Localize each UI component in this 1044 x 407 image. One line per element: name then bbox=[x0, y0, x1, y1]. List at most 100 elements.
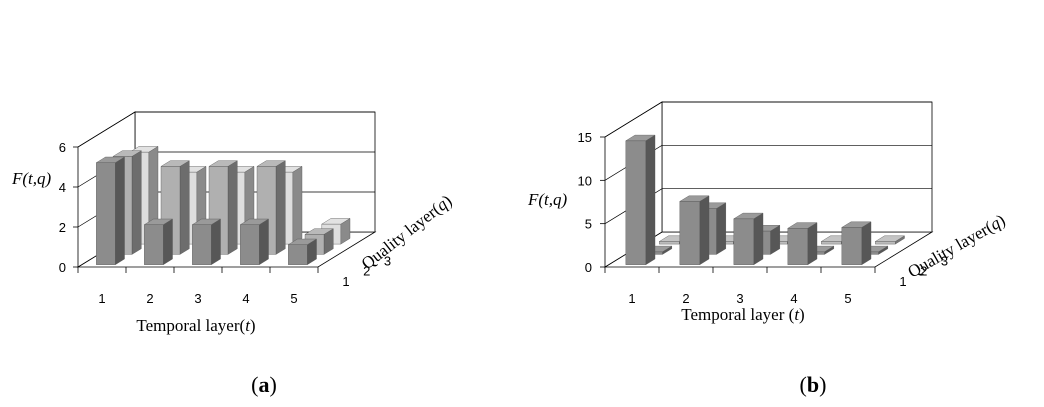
panel-label-open: ( bbox=[800, 372, 807, 397]
bar-top bbox=[874, 235, 906, 242]
bar-front bbox=[841, 227, 862, 265]
y-tick-label: 6 bbox=[59, 140, 66, 155]
y-tick-label: 2 bbox=[59, 220, 66, 235]
x-tick-label: 1 bbox=[628, 291, 635, 306]
bar-side bbox=[807, 222, 818, 266]
bar-front bbox=[659, 241, 680, 245]
bar-side bbox=[699, 195, 710, 266]
bar-t4-q1 bbox=[787, 222, 818, 266]
bar-side bbox=[227, 160, 238, 255]
panel-label-close: ) bbox=[819, 372, 826, 397]
x-axis-title-text: Temporal layer( bbox=[136, 316, 245, 335]
x-tick-label: 3 bbox=[736, 291, 743, 306]
x-tick-label: 4 bbox=[242, 291, 249, 306]
x-axis-title-close: ) bbox=[250, 316, 256, 335]
bar-side bbox=[115, 156, 125, 266]
bar-top bbox=[95, 156, 126, 163]
bar-side bbox=[861, 221, 872, 266]
y-axis-title: F(t,q) bbox=[527, 190, 568, 209]
bar-front bbox=[240, 224, 260, 265]
bar-front bbox=[288, 244, 308, 265]
x-tick-label: 1 bbox=[98, 291, 105, 306]
bar-side bbox=[163, 218, 173, 266]
bar-front bbox=[733, 218, 754, 265]
bar-t3-q1 bbox=[191, 218, 222, 266]
x-tick-label: 2 bbox=[682, 291, 689, 306]
z-tick-label: 1 bbox=[899, 274, 906, 289]
y-tick-label: 0 bbox=[585, 260, 592, 275]
x-tick-label: 5 bbox=[844, 291, 851, 306]
x-axis-title-var: t bbox=[794, 305, 800, 324]
x-axis-title: Temporal layer (t) bbox=[681, 305, 804, 324]
y-tick-label: 4 bbox=[59, 180, 66, 195]
bar-top bbox=[625, 134, 656, 142]
bar-t3-q1 bbox=[733, 212, 764, 266]
bar-t2-q1 bbox=[143, 218, 174, 266]
bar-t1-q1 bbox=[625, 134, 656, 266]
bar-front bbox=[875, 241, 896, 245]
y-tick-label: 10 bbox=[578, 173, 592, 188]
z-tick-label: 2 bbox=[920, 264, 927, 279]
bar-side bbox=[259, 218, 269, 266]
bar-top bbox=[191, 218, 222, 225]
gridline bbox=[604, 101, 932, 138]
bar-side bbox=[211, 218, 221, 266]
bar-side bbox=[179, 160, 190, 255]
bar-side bbox=[275, 160, 286, 255]
bar-top bbox=[112, 150, 143, 157]
z-tick-label: 3 bbox=[941, 253, 948, 268]
bar-top bbox=[787, 222, 818, 229]
x-axis-title-close: ) bbox=[799, 305, 805, 324]
bar-top bbox=[304, 228, 335, 235]
bar-front bbox=[625, 140, 646, 265]
y-tick-label: 15 bbox=[578, 130, 592, 145]
bar-t2-q1 bbox=[679, 195, 710, 266]
z-tick-label: 3 bbox=[384, 253, 391, 268]
bar-front bbox=[787, 228, 808, 265]
bar-top bbox=[321, 218, 351, 225]
bar-front bbox=[96, 162, 116, 265]
x-tick-label: 5 bbox=[290, 291, 297, 306]
y-tick-label: 0 bbox=[59, 260, 66, 275]
bar-top bbox=[679, 195, 710, 202]
y-axis-title: F(t,q) bbox=[11, 169, 52, 188]
bar-front bbox=[679, 201, 700, 265]
x-axis-title-var: t bbox=[245, 316, 251, 335]
panel-label-letter: b bbox=[807, 372, 819, 397]
x-tick-label: 2 bbox=[146, 291, 153, 306]
gridline bbox=[604, 144, 932, 181]
panel-label-close: ) bbox=[270, 372, 277, 397]
bar-top bbox=[239, 218, 270, 225]
bar-top bbox=[160, 160, 191, 167]
bar-top bbox=[256, 160, 287, 167]
x-tick-label: 4 bbox=[790, 291, 797, 306]
bar-t5-q1 bbox=[287, 238, 318, 266]
bar-front bbox=[821, 241, 842, 245]
bar-t1-q1 bbox=[95, 156, 126, 266]
bar-front bbox=[144, 224, 164, 265]
panel-label: (a) bbox=[251, 372, 277, 397]
z-tick-label: 2 bbox=[363, 264, 370, 279]
x-axis-title: Temporal layer(t) bbox=[136, 316, 255, 335]
bar-top bbox=[841, 221, 872, 228]
bar-side bbox=[716, 202, 726, 255]
gridline bbox=[77, 111, 375, 148]
bar-side bbox=[131, 150, 142, 255]
bar-top bbox=[287, 238, 318, 245]
bar-top bbox=[143, 218, 174, 225]
panel-label: (b) bbox=[800, 372, 827, 397]
panel-label-open: ( bbox=[251, 372, 258, 397]
bar-t4-q1 bbox=[239, 218, 270, 266]
bar-top bbox=[733, 212, 764, 220]
bar-side bbox=[753, 212, 764, 266]
panel-label-letter: a bbox=[259, 372, 270, 397]
bar-front bbox=[192, 224, 212, 265]
bar-t5-q3 bbox=[874, 235, 906, 245]
bar-side bbox=[292, 166, 303, 245]
bar-t5-q1 bbox=[841, 221, 872, 266]
bar-side bbox=[645, 134, 656, 266]
